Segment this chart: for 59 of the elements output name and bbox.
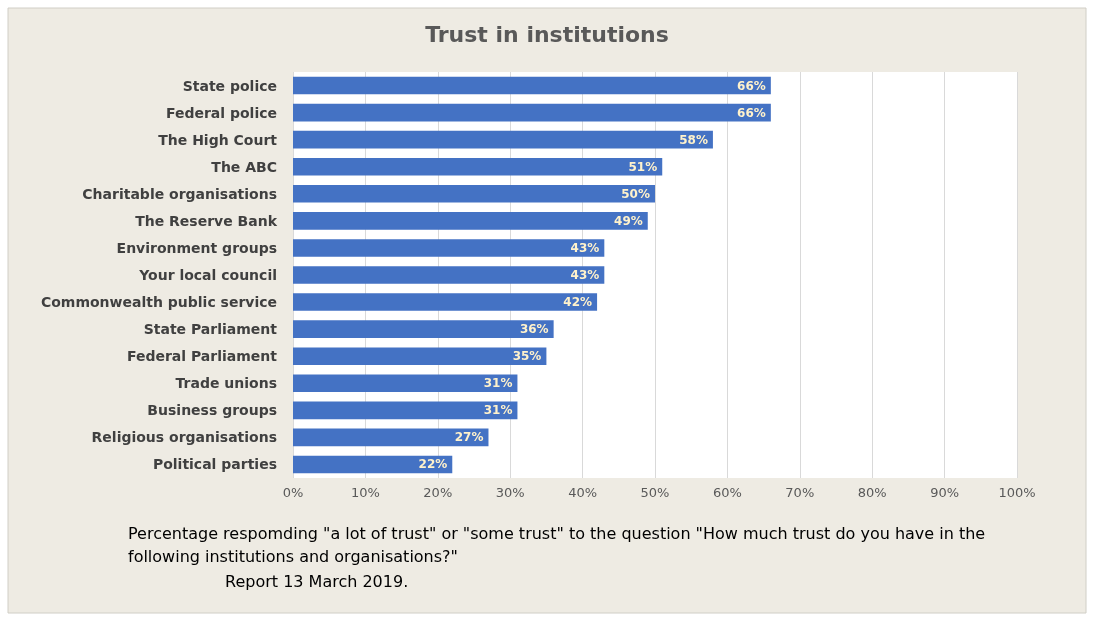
y-tick-label: State police [182,77,277,94]
x-tick-label: 60% [712,485,742,500]
y-tick-label: Federal Parliament [126,348,278,365]
y-tick-label: The Reserve Bank [135,212,278,229]
bar [293,266,605,284]
data-label: 31% [483,376,513,391]
data-label: 66% [737,105,766,120]
x-tick-label: 40% [568,485,598,500]
y-tick-label: Environment groups [116,239,277,256]
chart-title: Trust in institutions [425,21,669,47]
bar [293,130,713,149]
bar [293,293,598,311]
data-label: 50% [621,186,650,201]
x-tick-label: 10% [350,485,380,500]
bar [293,239,605,257]
data-label: 31% [483,403,513,418]
y-tick-label: Business groups [147,402,277,419]
y-tick-label: The ABC [211,158,277,175]
bar [293,320,554,338]
bar [293,76,771,95]
y-tick-label: Political parties [152,456,277,473]
y-tick-label: State Parliament [143,321,278,338]
bar [293,157,663,176]
y-tick-label: Your local council [138,267,277,283]
data-label: 66% [737,78,766,93]
data-label: 43% [570,268,600,282]
x-tick-label: 20% [423,485,453,500]
text: Percentage respomding "a lot of trust" or "some trust" to the question "How much trust do you have in the following institutions and organisations?" [128,524,991,566]
y-tick-label: Trade unions [175,375,277,392]
y-tick-label: Charitable organisations [82,185,277,202]
data-label: 51% [628,159,658,174]
text: Report 13 March 2019. [225,572,409,591]
data-label: 58% [679,132,708,147]
y-tick-label: Religious organisations [91,429,277,446]
data-label: 22% [418,457,448,472]
x-tick-label: 30% [495,485,525,500]
bar [293,103,771,122]
data-label: 49% [614,213,643,228]
y-tick-label: Federal police [165,104,277,121]
bar [293,185,655,203]
x-tick-label: 70% [785,485,815,500]
bar [293,401,518,420]
y-tick-label: The High Court [158,131,278,148]
x-tick-label: 80% [857,485,887,500]
bar [293,374,518,393]
x-tick-label: 100% [998,485,1036,500]
x-tick-label: 90% [930,485,960,500]
data-label: 42% [563,295,593,310]
data-label: 27% [454,430,484,445]
y-tick-label: Commonwealth public service [40,294,277,311]
data-label: 36% [519,322,549,337]
bar [293,455,453,474]
x-tick-label: 50% [640,485,670,500]
x-tick-label: 0% [282,485,304,500]
bar [293,428,489,447]
bar [293,347,547,365]
bar [293,212,648,230]
data-label: 43% [570,240,600,255]
data-label: 35% [512,349,542,364]
